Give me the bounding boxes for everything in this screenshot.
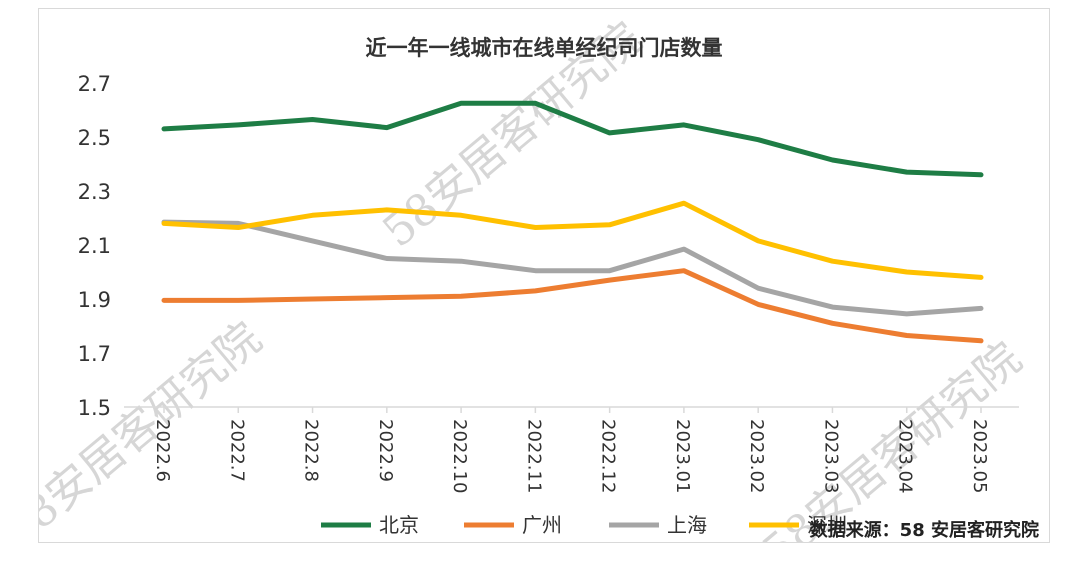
series-line-2 bbox=[161, 219, 984, 317]
series-line-0 bbox=[161, 100, 984, 178]
y-tick-label: 2.5 bbox=[78, 126, 111, 150]
y-tick-label: 2.7 bbox=[78, 72, 111, 96]
legend-label-1: 广州 bbox=[522, 513, 562, 537]
legend: 北京 广州 上海 深圳 bbox=[321, 513, 847, 537]
legend-label-2: 上海 bbox=[667, 513, 707, 537]
y-tick-label: 2.3 bbox=[78, 180, 111, 204]
line-chart: 58安居客研究院 58安居客研究院 58安居客研究院 近一年一线城市在线单经纪司… bbox=[39, 13, 1039, 542]
x-tick-label: 2022.8 bbox=[301, 419, 322, 482]
x-tick-label: 2023.01 bbox=[672, 419, 693, 493]
chart-title: 近一年一线城市在线单经纪司门店数量 bbox=[366, 36, 723, 60]
chart-frame: 58安居客研究院 58安居客研究院 58安居客研究院 近一年一线城市在线单经纪司… bbox=[38, 8, 1050, 543]
x-tick-label: 2022.10 bbox=[449, 419, 470, 493]
x-tick-label: 2022.9 bbox=[375, 419, 396, 482]
y-tick-label: 2.1 bbox=[78, 234, 111, 258]
y-tick-label: 1.9 bbox=[78, 288, 111, 312]
y-axis: 1.5 1.7 1.9 2.1 2.3 2.5 2.7 bbox=[78, 72, 111, 420]
series-layer bbox=[161, 100, 984, 344]
series-line-1 bbox=[161, 268, 984, 344]
y-tick-label: 1.5 bbox=[78, 396, 111, 420]
y-tick-label: 1.7 bbox=[78, 342, 111, 366]
x-tick-label: 2022.7 bbox=[226, 419, 247, 482]
x-tick-label: 2023.04 bbox=[895, 419, 916, 493]
x-tick-label: 2022.12 bbox=[598, 419, 619, 493]
x-axis: 2022.6 2022.7 2022.8 2022.9 2022.10 2022.11 20… bbox=[152, 407, 990, 493]
x-tick-label: 2022.6 bbox=[152, 419, 173, 482]
x-tick-label: 2022.11 bbox=[523, 419, 544, 493]
legend-label-0: 北京 bbox=[379, 513, 419, 537]
x-tick-label: 2023.05 bbox=[969, 419, 990, 493]
source-note: 数据来源：58 安居客研究院 bbox=[810, 519, 1039, 541]
x-tick-label: 2023.03 bbox=[820, 419, 841, 493]
x-tick-label: 2023.02 bbox=[746, 419, 767, 493]
series-line-3 bbox=[161, 200, 984, 280]
legend-label-3: 深圳 bbox=[807, 513, 847, 537]
